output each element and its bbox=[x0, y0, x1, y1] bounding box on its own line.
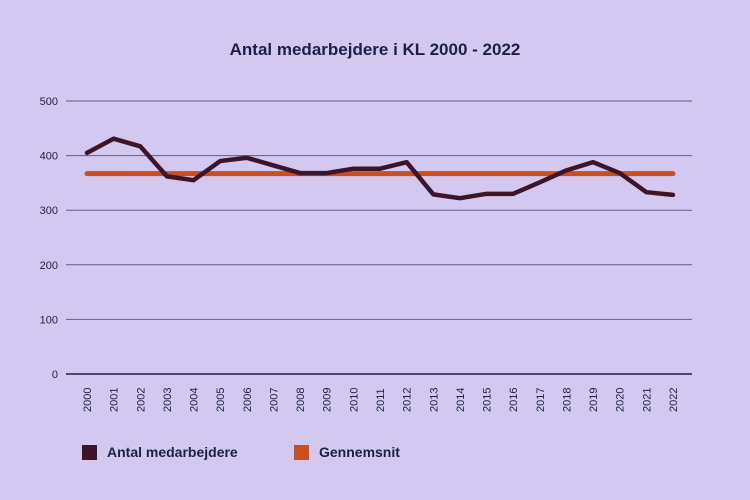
x-tick-label: 2000 bbox=[82, 388, 94, 412]
x-tick-label: 2022 bbox=[668, 388, 680, 412]
x-tick-label: 2013 bbox=[428, 388, 440, 412]
x-tick-label: 2017 bbox=[535, 388, 547, 412]
legend-item-gennemsnit: Gennemsnit bbox=[294, 444, 400, 460]
y-tick-label: 500 bbox=[40, 96, 58, 108]
legend-label-gennemsnit: Gennemsnit bbox=[319, 444, 400, 460]
y-tick-label: 400 bbox=[40, 151, 58, 163]
y-tick-label: 300 bbox=[40, 205, 58, 217]
x-tick-label: 2009 bbox=[322, 388, 334, 412]
x-tick-label: 2012 bbox=[402, 388, 414, 412]
x-tick-label: 2019 bbox=[588, 388, 600, 412]
x-tick-label: 2018 bbox=[561, 388, 573, 412]
y-tick-label: 200 bbox=[40, 260, 58, 272]
x-tick-label: 2002 bbox=[135, 388, 147, 412]
legend-swatch-gennemsnit bbox=[294, 444, 309, 460]
x-tick-label: 2021 bbox=[641, 388, 653, 412]
x-tick-label: 2020 bbox=[615, 388, 627, 412]
x-tick-label: 2014 bbox=[455, 388, 467, 412]
x-tick-label: 2010 bbox=[348, 388, 360, 412]
x-tick-label: 2011 bbox=[375, 388, 387, 412]
legend-swatch-antal bbox=[82, 444, 97, 460]
x-tick-label: 2003 bbox=[162, 388, 174, 412]
x-tick-label: 2001 bbox=[109, 388, 121, 412]
chart-title: Antal medarbejdere i KL 2000 - 2022 bbox=[229, 40, 521, 59]
x-tick-label: 2006 bbox=[242, 388, 254, 412]
y-tick-label: 100 bbox=[40, 314, 58, 326]
y-tick-label: 0 bbox=[52, 369, 58, 381]
x-tick-label: 2016 bbox=[508, 388, 520, 412]
series-line-antal-medarbejdere bbox=[84, 136, 676, 201]
legend-item-antal: Antal medarbejdere bbox=[82, 444, 238, 460]
x-tick-label: 2007 bbox=[268, 388, 280, 412]
x-tick-label: 2008 bbox=[295, 388, 307, 412]
x-tick-label: 2015 bbox=[482, 388, 494, 412]
x-tick-label: 2004 bbox=[189, 388, 201, 412]
legend-label-antal: Antal medarbejdere bbox=[107, 444, 238, 460]
x-tick-label: 2005 bbox=[215, 388, 227, 412]
